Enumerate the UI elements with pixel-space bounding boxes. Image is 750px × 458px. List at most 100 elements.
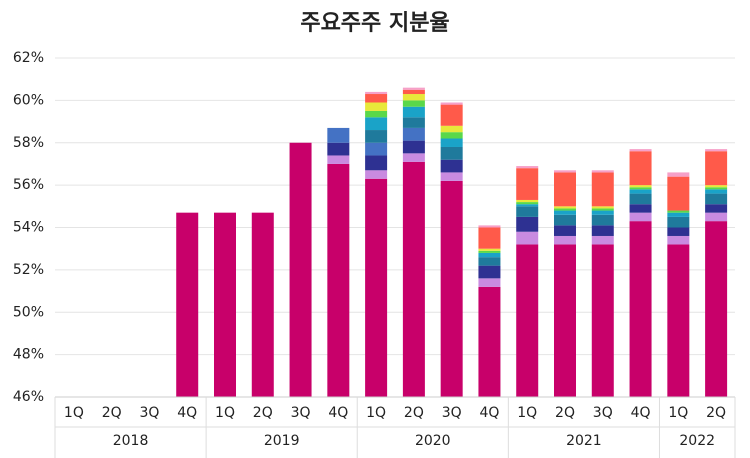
bar-segment: [591, 208, 614, 211]
bar-segment: [705, 185, 728, 188]
bar-segment: [591, 235, 614, 245]
bar-segment: [591, 210, 614, 215]
bar-segment: [365, 91, 388, 95]
bar-segment: [214, 212, 236, 397]
bar-segment: [365, 94, 388, 103]
x-tick-label: 2Q: [253, 405, 273, 421]
bar-segment: [478, 278, 501, 287]
bar-segment: [440, 132, 463, 139]
bar-segment: [327, 163, 350, 397]
bar-segment: [327, 142, 350, 156]
bar-segment: [478, 250, 501, 253]
bar-segment: [478, 248, 501, 251]
x-tick-label: 2Q: [404, 405, 424, 421]
bar-segment: [705, 204, 728, 213]
bar-segment: [554, 210, 576, 215]
bar-segment: [478, 265, 501, 279]
bar-segment: [402, 153, 425, 162]
x-tick-label: 4Q: [328, 405, 348, 421]
bar-segment: [629, 151, 652, 186]
y-tick-label: 50%: [13, 304, 44, 320]
bar-segment: [327, 127, 350, 143]
bar-segment: [327, 155, 350, 164]
bar-segment: [365, 178, 388, 397]
x-tick-label: 4Q: [631, 405, 651, 421]
x-group-label: 2022: [679, 433, 715, 449]
bar-segment: [289, 142, 312, 397]
bar-segment: [629, 187, 652, 190]
bar-segment: [176, 212, 199, 397]
y-tick-label: 62%: [13, 50, 44, 66]
bar-segment: [402, 106, 425, 118]
bar-segment: [516, 206, 539, 217]
bar-segment: [554, 208, 576, 211]
bar-segment: [402, 100, 425, 107]
bar-segment: [591, 225, 614, 236]
bar-segment: [440, 138, 463, 147]
bar-segment: [402, 140, 425, 154]
bar-segment: [478, 225, 501, 228]
bar-segment: [440, 146, 463, 160]
bar-segment: [440, 172, 463, 181]
bar-segment: [667, 227, 690, 236]
bar-segment: [554, 244, 576, 397]
bar-segment: [478, 252, 501, 258]
x-group-label: 2021: [566, 433, 602, 449]
bar-segment: [440, 159, 463, 173]
bar-segment: [440, 180, 463, 397]
bar-segment: [402, 87, 425, 90]
bar-segment: [667, 210, 690, 213]
x-tick-label: 1Q: [517, 405, 537, 421]
x-tick-label: 4Q: [479, 405, 499, 421]
bar-segment: [554, 235, 576, 245]
bar-segment: [440, 104, 463, 126]
bar-segment: [402, 117, 425, 128]
bar-segment: [591, 206, 614, 209]
bar-segment: [554, 172, 576, 207]
x-tick-label: 3Q: [593, 405, 613, 421]
bar-segment: [365, 117, 388, 131]
bar-segment: [667, 212, 690, 217]
bar-segment: [705, 149, 728, 152]
bar-segment: [705, 212, 728, 222]
bar-segment: [516, 166, 539, 169]
bar-segment: [554, 214, 576, 226]
bar-segment: [554, 170, 576, 173]
bar-segment: [591, 170, 614, 173]
bar-segment: [667, 172, 690, 177]
bar-segment: [516, 199, 539, 203]
bar-segment: [591, 244, 614, 397]
x-tick-label: 3Q: [139, 405, 159, 421]
bar-segment: [629, 149, 652, 152]
bar-segment: [516, 231, 539, 245]
bar-segment: [629, 193, 652, 205]
x-tick-label: 1Q: [668, 405, 688, 421]
bar-segment: [516, 204, 539, 207]
bar-segment: [705, 151, 728, 186]
bar-segment: [478, 227, 501, 249]
y-tick-label: 58%: [13, 135, 44, 151]
bar-segment: [705, 221, 728, 397]
x-tick-label: 2Q: [706, 405, 726, 421]
bar-segment: [705, 189, 728, 194]
bar-segment: [402, 127, 425, 141]
x-group-label: 2019: [264, 433, 300, 449]
x-tick-label: 4Q: [177, 405, 197, 421]
bar-segment: [554, 206, 576, 209]
bar-segment: [365, 142, 388, 156]
x-tick-label: 1Q: [64, 405, 84, 421]
x-tick-label: 2Q: [102, 405, 122, 421]
bar-segment: [667, 176, 690, 211]
x-tick-label: 1Q: [215, 405, 235, 421]
bar-segment: [402, 94, 425, 101]
bar-segment: [667, 244, 690, 397]
bar-segment: [629, 212, 652, 222]
bar-segment: [667, 216, 690, 228]
bar-segment: [365, 130, 388, 143]
y-tick-label: 48%: [13, 347, 44, 363]
bar-segment: [440, 102, 463, 105]
bar-segment: [705, 187, 728, 190]
bar-segment: [440, 125, 463, 133]
bar-segment: [365, 110, 388, 118]
